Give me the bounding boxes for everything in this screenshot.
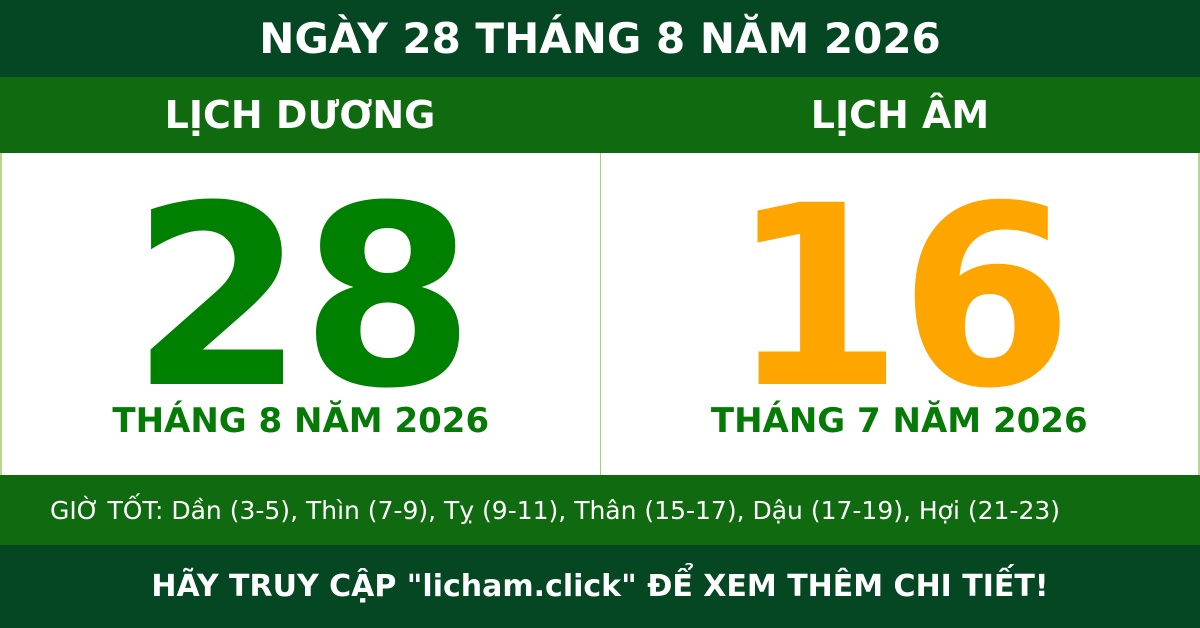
calendar-headers: LỊCH DƯƠNG LỊCH ÂM <box>0 77 1200 153</box>
lunar-day: 16 <box>729 152 1073 443</box>
solar-day: 28 <box>130 152 475 443</box>
solar-month-year: THÁNG 8 NĂM 2026 <box>112 401 490 441</box>
lunar-month-year: THÁNG 7 NĂM 2026 <box>710 401 1088 441</box>
lunar-column: 16 THÁNG 7 NĂM 2026 <box>599 152 1199 475</box>
good-hours: GIỜ TỐT: Dần (3-5), Thìn (7-9), Tỵ (9-11… <box>0 475 1200 545</box>
footer-cta: HÃY TRUY CẬP "licham.click" ĐỂ XEM THÊM … <box>0 545 1200 628</box>
solar-heading: LỊCH DƯƠNG <box>164 93 436 137</box>
page-title: NGÀY 28 THÁNG 8 NĂM 2026 <box>0 0 1200 77</box>
lunar-heading: LỊCH ÂM <box>810 93 990 137</box>
calendar-body: 28 THÁNG 8 NĂM 2026 16 THÁNG 7 NĂM 2026 <box>0 153 1200 475</box>
solar-column: 28 THÁNG 8 NĂM 2026 <box>2 153 600 475</box>
